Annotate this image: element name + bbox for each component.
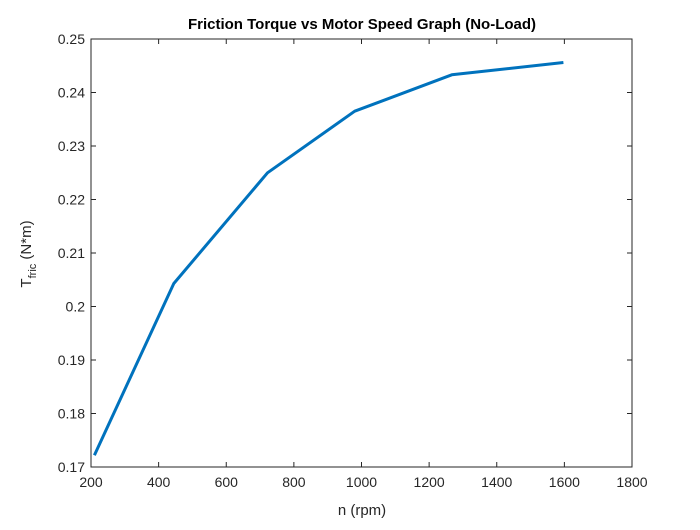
y-axis-label-suffix: (N*m): [18, 220, 35, 263]
x-tick-label: 1400: [481, 474, 512, 490]
x-tick-label: 800: [282, 474, 306, 490]
x-tick-label: 600: [215, 474, 239, 490]
y-axis-label-subscript: fric: [27, 263, 39, 278]
y-tick-label: 0.18: [58, 406, 85, 422]
y-tick-label: 0.23: [58, 138, 85, 154]
y-tick-label: 0.17: [58, 459, 85, 475]
x-tick-label: 1000: [346, 474, 377, 490]
x-tick-label: 1600: [549, 474, 580, 490]
plot-area: [91, 39, 632, 467]
y-tick-label: 0.24: [58, 85, 85, 101]
y-tick-label: 0.22: [58, 192, 85, 208]
y-axis-label-main: T: [18, 278, 35, 287]
y-tick-label: 0.21: [58, 245, 85, 261]
x-tick-label: 400: [147, 474, 171, 490]
y-tick-label: 0.2: [66, 299, 86, 315]
chart-title: Friction Torque vs Motor Speed Graph (No…: [188, 16, 536, 33]
x-tick-label: 1800: [616, 474, 647, 490]
x-axis-label: n (rpm): [338, 502, 386, 519]
y-tick-label: 0.25: [58, 31, 85, 47]
x-tick-label: 200: [79, 474, 103, 490]
y-tick-label: 0.19: [58, 352, 85, 368]
x-tick-label: 1200: [414, 474, 445, 490]
